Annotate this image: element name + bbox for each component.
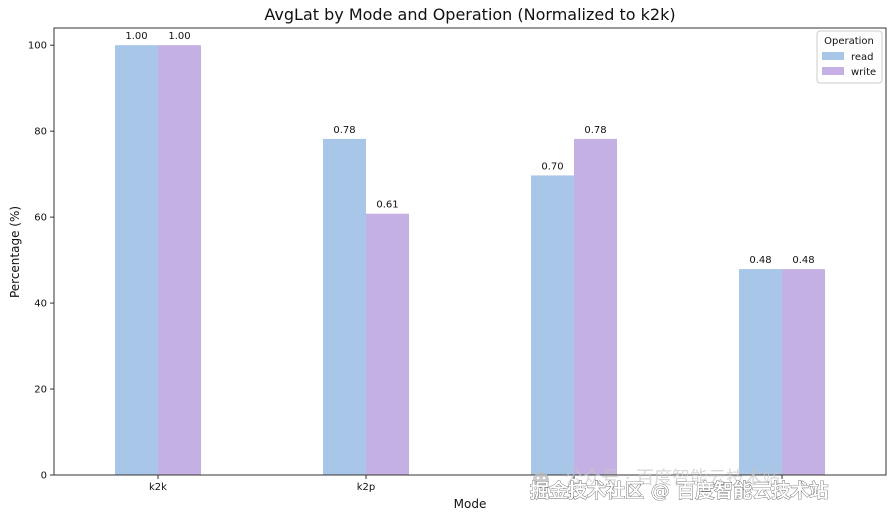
bar-read-0 (115, 45, 158, 475)
data-label-write-0: 1.00 (168, 31, 190, 42)
bar-write-2 (574, 138, 617, 475)
watermark-text: 掘金技术社区 @ 百度智能云技术站 (530, 479, 828, 502)
y-tick-label-0: 0 (41, 471, 47, 482)
y-tick-label-20: 20 (34, 385, 47, 396)
bar-read-2 (531, 175, 574, 475)
data-label-write-3: 0.48 (792, 255, 814, 266)
y-tick-label-80: 80 (34, 127, 47, 138)
legend: Operation read write (816, 30, 883, 84)
axes-frame (53, 27, 887, 476)
data-label-read-1: 0.78 (333, 125, 355, 136)
watermark-faint-text: 公众号 · 百度智能云技术站 (565, 468, 780, 489)
x-tick-label-0: k2k (149, 482, 167, 493)
legend-title: Operation (824, 36, 874, 47)
y-tick-label-40: 40 (34, 299, 47, 310)
data-label-write-2: 0.78 (584, 125, 606, 136)
x-axis-label: Mode (454, 497, 487, 511)
data-label-read-3: 0.48 (749, 255, 771, 266)
plot-area: 1.00 0.78 0.70 0.48 1.00 0.61 0.78 0.48 0 20 40 60 8… (28, 27, 887, 493)
y-tick-label-60: 60 (34, 213, 47, 224)
legend-label-read: read (851, 52, 874, 63)
bar-write-0 (158, 45, 201, 475)
data-label-write-1: 0.61 (376, 200, 398, 211)
data-label-read-0: 1.00 (125, 31, 147, 42)
watermark: 公众号 · 百度智能云技术站 掘金技术社区 @ 百度智能云技术站 (530, 468, 829, 502)
chart-title: AvgLat by Mode and Operation (Normalized… (264, 5, 675, 24)
bar-read-3 (739, 269, 782, 475)
y-tick-label-100: 100 (28, 41, 47, 52)
y-axis-label: Percentage (%) (8, 206, 22, 298)
legend-label-write: write (851, 67, 876, 78)
legend-swatch-read (822, 52, 844, 60)
bar-read-1 (323, 138, 366, 475)
legend-swatch-write (822, 67, 844, 75)
data-label-read-2: 0.70 (541, 161, 563, 172)
wechat-icon (533, 472, 549, 488)
bar-write-3 (782, 269, 825, 475)
bar-write-1 (366, 213, 409, 475)
x-tick-label-1: k2p (357, 482, 376, 493)
